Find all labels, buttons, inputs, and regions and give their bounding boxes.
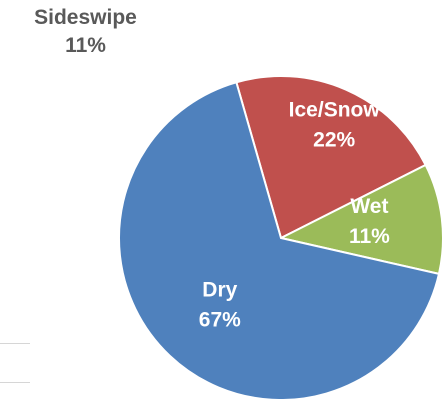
slice-pct-ice-snow: 22% — [313, 128, 355, 151]
pie-slice-ice-snow — [235, 75, 427, 240]
pie-labels: Ice/Snow 22% Wet 11% Dry 67% — [199, 98, 390, 331]
outside-label-name: Sideswipe — [34, 6, 137, 29]
pie-slices — [117, 75, 444, 399]
stray-gridline-2 — [0, 382, 30, 383]
slice-label-ice-snow: Ice/Snow — [289, 98, 381, 121]
outside-label: Sideswipe 11% — [18, 6, 153, 58]
slice-pct-wet: 11% — [349, 225, 390, 248]
slice-label-wet: Wet — [350, 195, 388, 218]
outside-label-pct: 11% — [65, 34, 106, 57]
stray-gridline-1 — [0, 343, 30, 344]
slice-label-dry: Dry — [202, 279, 237, 302]
slice-pct-dry: 67% — [199, 309, 241, 332]
pie-slice-dry — [117, 81, 441, 399]
